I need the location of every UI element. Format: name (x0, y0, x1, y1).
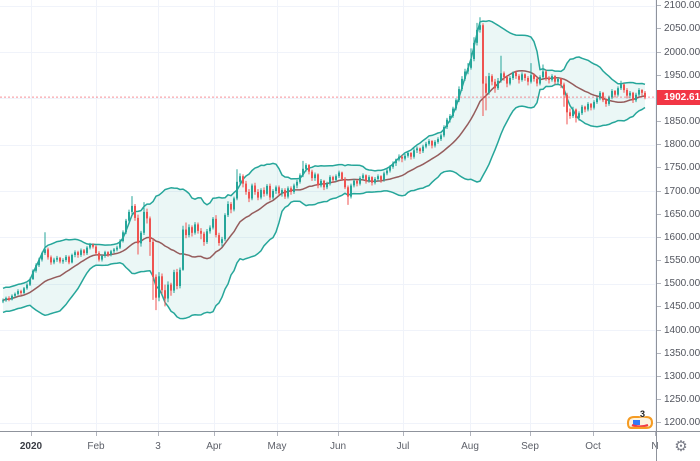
time-axis[interactable]: 2020 Feb 3 Apr May Jun Jul Aug Sep Oct N (0, 432, 659, 461)
time-tick-label: May (267, 441, 287, 452)
price-tick-label: 1950.00 (657, 70, 700, 81)
price-tick-label: 2100.00 (657, 0, 700, 11)
axis-divider-vertical (656, 0, 657, 461)
price-tick-label: 1750.00 (657, 162, 700, 173)
price-tick-label: 2000.00 (657, 47, 700, 58)
price-tick-label: 1200.00 (657, 417, 700, 428)
price-tick-label: 1600.00 (657, 232, 700, 243)
price-tick-label: 1250.00 (657, 394, 700, 405)
time-tick-mark (338, 432, 339, 436)
time-tick-label: Apr (206, 441, 222, 452)
time-tick-label: Aug (461, 441, 479, 452)
time-tick-label: Jul (396, 441, 410, 452)
time-tick-label: 2020 (19, 441, 43, 452)
axis-divider-horizontal (0, 431, 700, 432)
ideas-count-badge: 3 (640, 409, 646, 419)
chart-canvas[interactable] (0, 0, 656, 431)
time-tick-mark (277, 432, 278, 436)
price-tick-label: 1400.00 (657, 325, 700, 336)
price-tick-label: 1300.00 (657, 371, 700, 382)
time-tick-label: N (651, 441, 659, 452)
time-tick-mark (214, 432, 215, 436)
time-tick-mark (470, 432, 471, 436)
time-tick-mark (593, 432, 594, 436)
price-tick-label: 1500.00 (657, 278, 700, 289)
price-tick-label: 1650.00 (657, 209, 700, 220)
time-tick-label: Oct (585, 441, 601, 452)
time-tick-label: 3 (155, 441, 161, 452)
last-price-badge: 1902.61 (657, 89, 700, 105)
settings-gear-icon[interactable]: ⚙ (674, 438, 688, 455)
price-tick-label: 1450.00 (657, 301, 700, 312)
time-tick-mark (31, 432, 32, 436)
time-tick-label: Sep (521, 441, 539, 452)
price-tick-label: 1800.00 (657, 139, 700, 150)
price-tick-label: 1550.00 (657, 255, 700, 266)
time-tick-label: Jun (329, 441, 347, 452)
price-axis[interactable]: 2100.00 2050.00 2000.00 1950.00 1850.00 1800.… (657, 0, 700, 431)
time-tick-mark (96, 432, 97, 436)
ideas-stack-icon[interactable]: 3 (626, 409, 659, 432)
price-tick-label: 1700.00 (657, 186, 700, 197)
price-tick-label: 1850.00 (657, 116, 700, 127)
price-tick-label: 1350.00 (657, 348, 700, 359)
time-tick-mark (403, 432, 404, 436)
time-tick-mark (530, 432, 531, 436)
time-tick-label: Feb (87, 441, 105, 452)
ideas-thumbnail-icon (626, 416, 654, 429)
time-tick-mark (655, 432, 656, 436)
time-tick-mark (158, 432, 159, 436)
price-tick-label: 2050.00 (657, 23, 700, 34)
